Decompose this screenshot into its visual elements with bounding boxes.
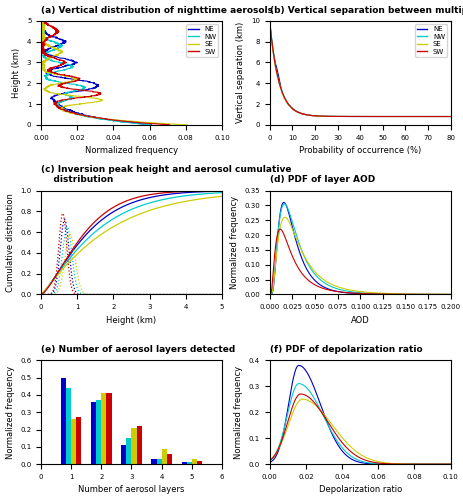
Legend: NE, NW, SE, SW: NE, NW, SE, SW xyxy=(414,24,446,56)
Legend: NE, NW, SE, SW: NE, NW, SE, SW xyxy=(186,24,218,56)
Bar xyxy=(106,393,112,464)
Text: (f) PDF of depolarization ratio: (f) PDF of depolarization ratio xyxy=(269,345,421,354)
Bar xyxy=(91,402,96,464)
X-axis label: Normalized frequency: Normalized frequency xyxy=(85,146,178,155)
Bar xyxy=(96,400,101,464)
Y-axis label: Normalized frequency: Normalized frequency xyxy=(229,196,238,289)
X-axis label: Probability of occurrence (%): Probability of occurrence (%) xyxy=(298,146,420,155)
Bar xyxy=(131,428,136,464)
Text: (e) Number of aerosol layers detected: (e) Number of aerosol layers detected xyxy=(41,345,235,354)
Bar xyxy=(191,459,196,464)
Y-axis label: Height (km): Height (km) xyxy=(13,48,21,98)
Bar xyxy=(166,454,171,464)
Y-axis label: Normalized frequency: Normalized frequency xyxy=(6,366,14,459)
X-axis label: Depolarization ratio: Depolarization ratio xyxy=(318,486,401,494)
Y-axis label: Cumulative distribution: Cumulative distribution xyxy=(6,193,14,292)
Bar xyxy=(121,445,126,464)
X-axis label: Height (km): Height (km) xyxy=(106,316,156,325)
Bar xyxy=(76,418,81,464)
Bar xyxy=(181,462,186,464)
Bar xyxy=(126,438,131,464)
X-axis label: AOD: AOD xyxy=(350,316,369,325)
Bar xyxy=(71,419,76,464)
Bar xyxy=(161,448,166,464)
Bar xyxy=(151,459,156,464)
Y-axis label: Normalized frequency: Normalized frequency xyxy=(234,366,243,459)
Text: (c) Inversion peak height and aerosol cumulative
    distribution: (c) Inversion peak height and aerosol cu… xyxy=(41,165,291,184)
Y-axis label: Vertical separation (km): Vertical separation (km) xyxy=(236,22,245,124)
Bar xyxy=(61,378,66,464)
Bar xyxy=(196,460,201,464)
Text: (d) PDF of layer AOD: (d) PDF of layer AOD xyxy=(269,175,374,184)
Bar xyxy=(136,426,141,464)
Bar xyxy=(156,459,161,464)
Bar xyxy=(186,462,191,464)
Text: (a) Vertical distribution of nighttime aerosols: (a) Vertical distribution of nighttime a… xyxy=(41,6,273,15)
Bar xyxy=(101,393,106,464)
Bar xyxy=(66,388,71,464)
X-axis label: Number of aerosol layers: Number of aerosol layers xyxy=(78,486,184,494)
Text: (b) Vertical separation between multiple layers: (b) Vertical separation between multiple… xyxy=(269,6,463,15)
